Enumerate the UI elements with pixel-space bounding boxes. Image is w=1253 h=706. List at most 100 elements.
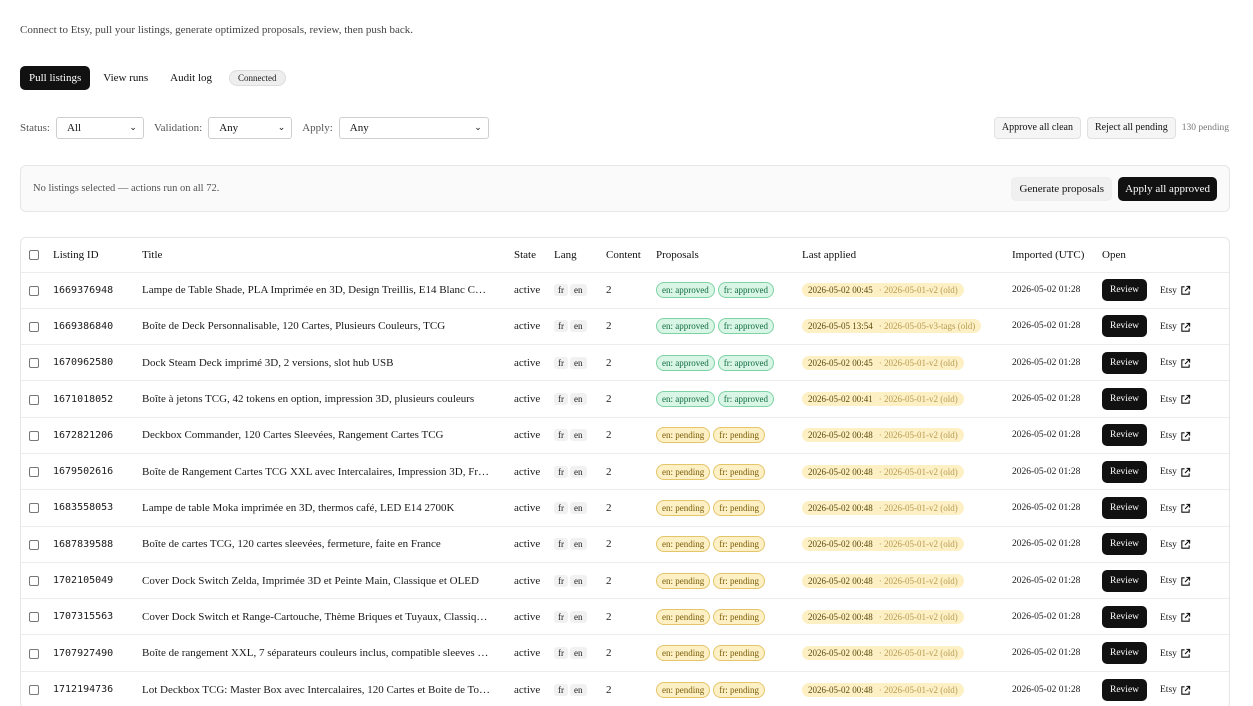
select-all-checkbox[interactable] (29, 250, 39, 261)
etsy-link[interactable]: Etsy (1160, 539, 1191, 550)
row-checkbox[interactable] (29, 685, 39, 696)
lang-badge: en (570, 356, 587, 369)
validation-filter-select[interactable]: Any ⌄ (208, 117, 293, 139)
row-checkbox[interactable] (29, 358, 39, 369)
etsy-link[interactable]: Etsy (1160, 467, 1191, 478)
etsy-link-label: Etsy (1160, 431, 1177, 442)
table-row[interactable]: 1669386840 Boîte de Deck Personnalisable… (21, 307, 1229, 345)
row-checkbox[interactable] (29, 503, 39, 514)
table-row[interactable]: 1707315563 Cover Dock Switch et Range-Ca… (21, 598, 1229, 635)
last-applied: 2026-05-02 00:45 · 2026-05-01-v2 (old) (802, 344, 1012, 381)
etsy-link[interactable]: Etsy (1160, 431, 1191, 442)
last-applied: 2026-05-02 00:48 · 2026-05-01-v2 (old) (802, 670, 1012, 706)
review-button[interactable]: Review (1102, 351, 1148, 374)
table-row[interactable]: 1669376948 Lampe de Table Shade, PLA Imp… (21, 271, 1229, 309)
column-header[interactable]: Lang (554, 248, 577, 261)
listing-id: 1707315563 (53, 598, 142, 635)
etsy-link[interactable]: Etsy (1160, 648, 1191, 659)
apply-filter-select[interactable]: Any ⌄ (338, 117, 489, 139)
etsy-link-label: Etsy (1160, 503, 1177, 514)
last-applied-time: 2026-05-02 00:41 (808, 394, 873, 405)
listing-title: Boîte de cartes TCG, 120 cartes sleevées… (142, 525, 514, 563)
status-filter-select[interactable]: All ⌄ (55, 117, 144, 139)
table-row[interactable]: 1671018052 Boîte à jetons TCG, 42 tokens… (21, 380, 1229, 418)
review-button[interactable]: Review (1102, 605, 1148, 628)
table-row[interactable]: 1679502616 Boîte de Rangement Cartes TCG… (21, 452, 1229, 490)
table-row[interactable]: 1672821206 Deckbox Commander, 120 Cartes… (21, 416, 1229, 454)
table-row[interactable]: 1712194736 Lot Deckbox TCG: Master Box a… (21, 670, 1229, 706)
row-checkbox[interactable] (29, 612, 39, 623)
listing-title: Deckbox Commander, 120 Cartes Sleevées, … (142, 416, 514, 454)
external-link-icon (1180, 431, 1191, 442)
review-button[interactable]: Review (1102, 279, 1148, 302)
apply-filter-label: Apply: (302, 122, 333, 134)
last-applied-time: 2026-05-02 00:48 (808, 502, 873, 513)
row-checkbox[interactable] (29, 539, 39, 550)
row-checkbox[interactable] (29, 648, 39, 659)
proposal-status-pill: en: pending (656, 499, 711, 516)
review-button[interactable]: Review (1102, 569, 1148, 592)
last-applied-time: 2026-05-02 00:45 (808, 357, 873, 368)
table-row[interactable]: 1683558053 Lampe de table Moka imprimée … (21, 489, 1229, 527)
row-checkbox[interactable] (29, 467, 39, 478)
listing-title: Boîte de Deck Personnalisable, 120 Carte… (142, 307, 514, 345)
table-row[interactable]: 1670962580 Dock Steam Deck imprimé 3D, 2… (21, 344, 1229, 381)
tab-audit-log[interactable]: Audit log (170, 72, 213, 84)
imported-time: 2026-05-02 01:28 (1012, 525, 1102, 563)
external-link-icon (1180, 648, 1191, 659)
review-button[interactable]: Review (1102, 678, 1148, 701)
table-row[interactable]: 1687839588 Boîte de cartes TCG, 120 cart… (21, 525, 1229, 563)
proposal-status-pill: en: pending (656, 608, 711, 625)
etsy-link[interactable]: Etsy (1160, 576, 1191, 587)
etsy-link[interactable]: Etsy (1160, 503, 1191, 514)
proposals: en: pending fr: pending (656, 489, 802, 527)
etsy-link-label: Etsy (1160, 648, 1177, 659)
table-row[interactable]: 1702105049 Cover Dock Switch Zelda, Impr… (21, 561, 1229, 599)
etsy-link[interactable]: Etsy (1160, 394, 1191, 405)
column-header[interactable]: Imported (UTC) (1012, 248, 1085, 261)
review-button[interactable]: Review (1102, 533, 1148, 556)
last-applied-badge: 2026-05-02 00:48 · 2026-05-01-v2 (old) (802, 428, 964, 443)
lang-badge: en (570, 538, 587, 551)
etsy-link[interactable]: Etsy (1160, 685, 1191, 696)
column-header[interactable]: Last applied (802, 248, 857, 261)
etsy-link[interactable]: Etsy (1160, 612, 1191, 623)
review-button[interactable]: Review (1102, 496, 1148, 519)
etsy-link-label: Etsy (1160, 394, 1177, 405)
row-checkbox[interactable] (29, 285, 39, 296)
generate-proposals-button[interactable]: Generate proposals (1011, 176, 1113, 201)
column-header[interactable]: Proposals (656, 248, 699, 261)
apply-all-approved-button[interactable]: Apply all approved (1118, 176, 1217, 201)
last-applied: 2026-05-02 00:41 · 2026-05-01-v2 (old) (802, 380, 1012, 418)
review-button[interactable]: Review (1102, 460, 1148, 483)
etsy-link[interactable]: Etsy (1160, 322, 1191, 333)
last-applied-version: · 2026-05-05-v3-tags (old) (878, 321, 976, 332)
review-button[interactable]: Review (1102, 424, 1148, 447)
content-count: 2 (606, 525, 656, 563)
listing-id: 1669376948 (53, 271, 142, 309)
listing-langs: fr en (554, 634, 606, 672)
etsy-link-label: Etsy (1160, 467, 1177, 478)
row-checkbox[interactable] (29, 321, 39, 332)
tab-pull-listings[interactable]: Pull listings (20, 66, 91, 90)
last-applied: 2026-05-02 00:48 · 2026-05-01-v2 (old) (802, 452, 1012, 490)
etsy-link[interactable]: Etsy (1160, 358, 1191, 369)
row-checkbox[interactable] (29, 575, 39, 586)
selection-message: No listings selected — actions run on al… (33, 183, 220, 194)
tab-view-runs[interactable]: View runs (103, 72, 149, 84)
review-button[interactable]: Review (1102, 642, 1148, 665)
etsy-link[interactable]: Etsy (1160, 285, 1191, 296)
approve-all-clean-button[interactable]: Approve all clean (993, 117, 1081, 139)
row-checkbox[interactable] (29, 430, 39, 441)
table-row[interactable]: 1707927490 Boîte de rangement XXL, 7 sép… (21, 634, 1229, 672)
column-header[interactable]: Content (606, 248, 641, 261)
row-checkbox[interactable] (29, 394, 39, 405)
lang-badge: fr (554, 574, 568, 587)
etsy-link-label: Etsy (1160, 685, 1177, 696)
review-button[interactable]: Review (1102, 388, 1148, 411)
column-header[interactable]: Listing ID (53, 248, 99, 261)
review-button[interactable]: Review (1102, 315, 1148, 338)
column-header[interactable]: Title (142, 248, 163, 261)
column-header[interactable]: State (514, 248, 536, 261)
reject-all-pending-button[interactable]: Reject all pending (1087, 117, 1176, 139)
